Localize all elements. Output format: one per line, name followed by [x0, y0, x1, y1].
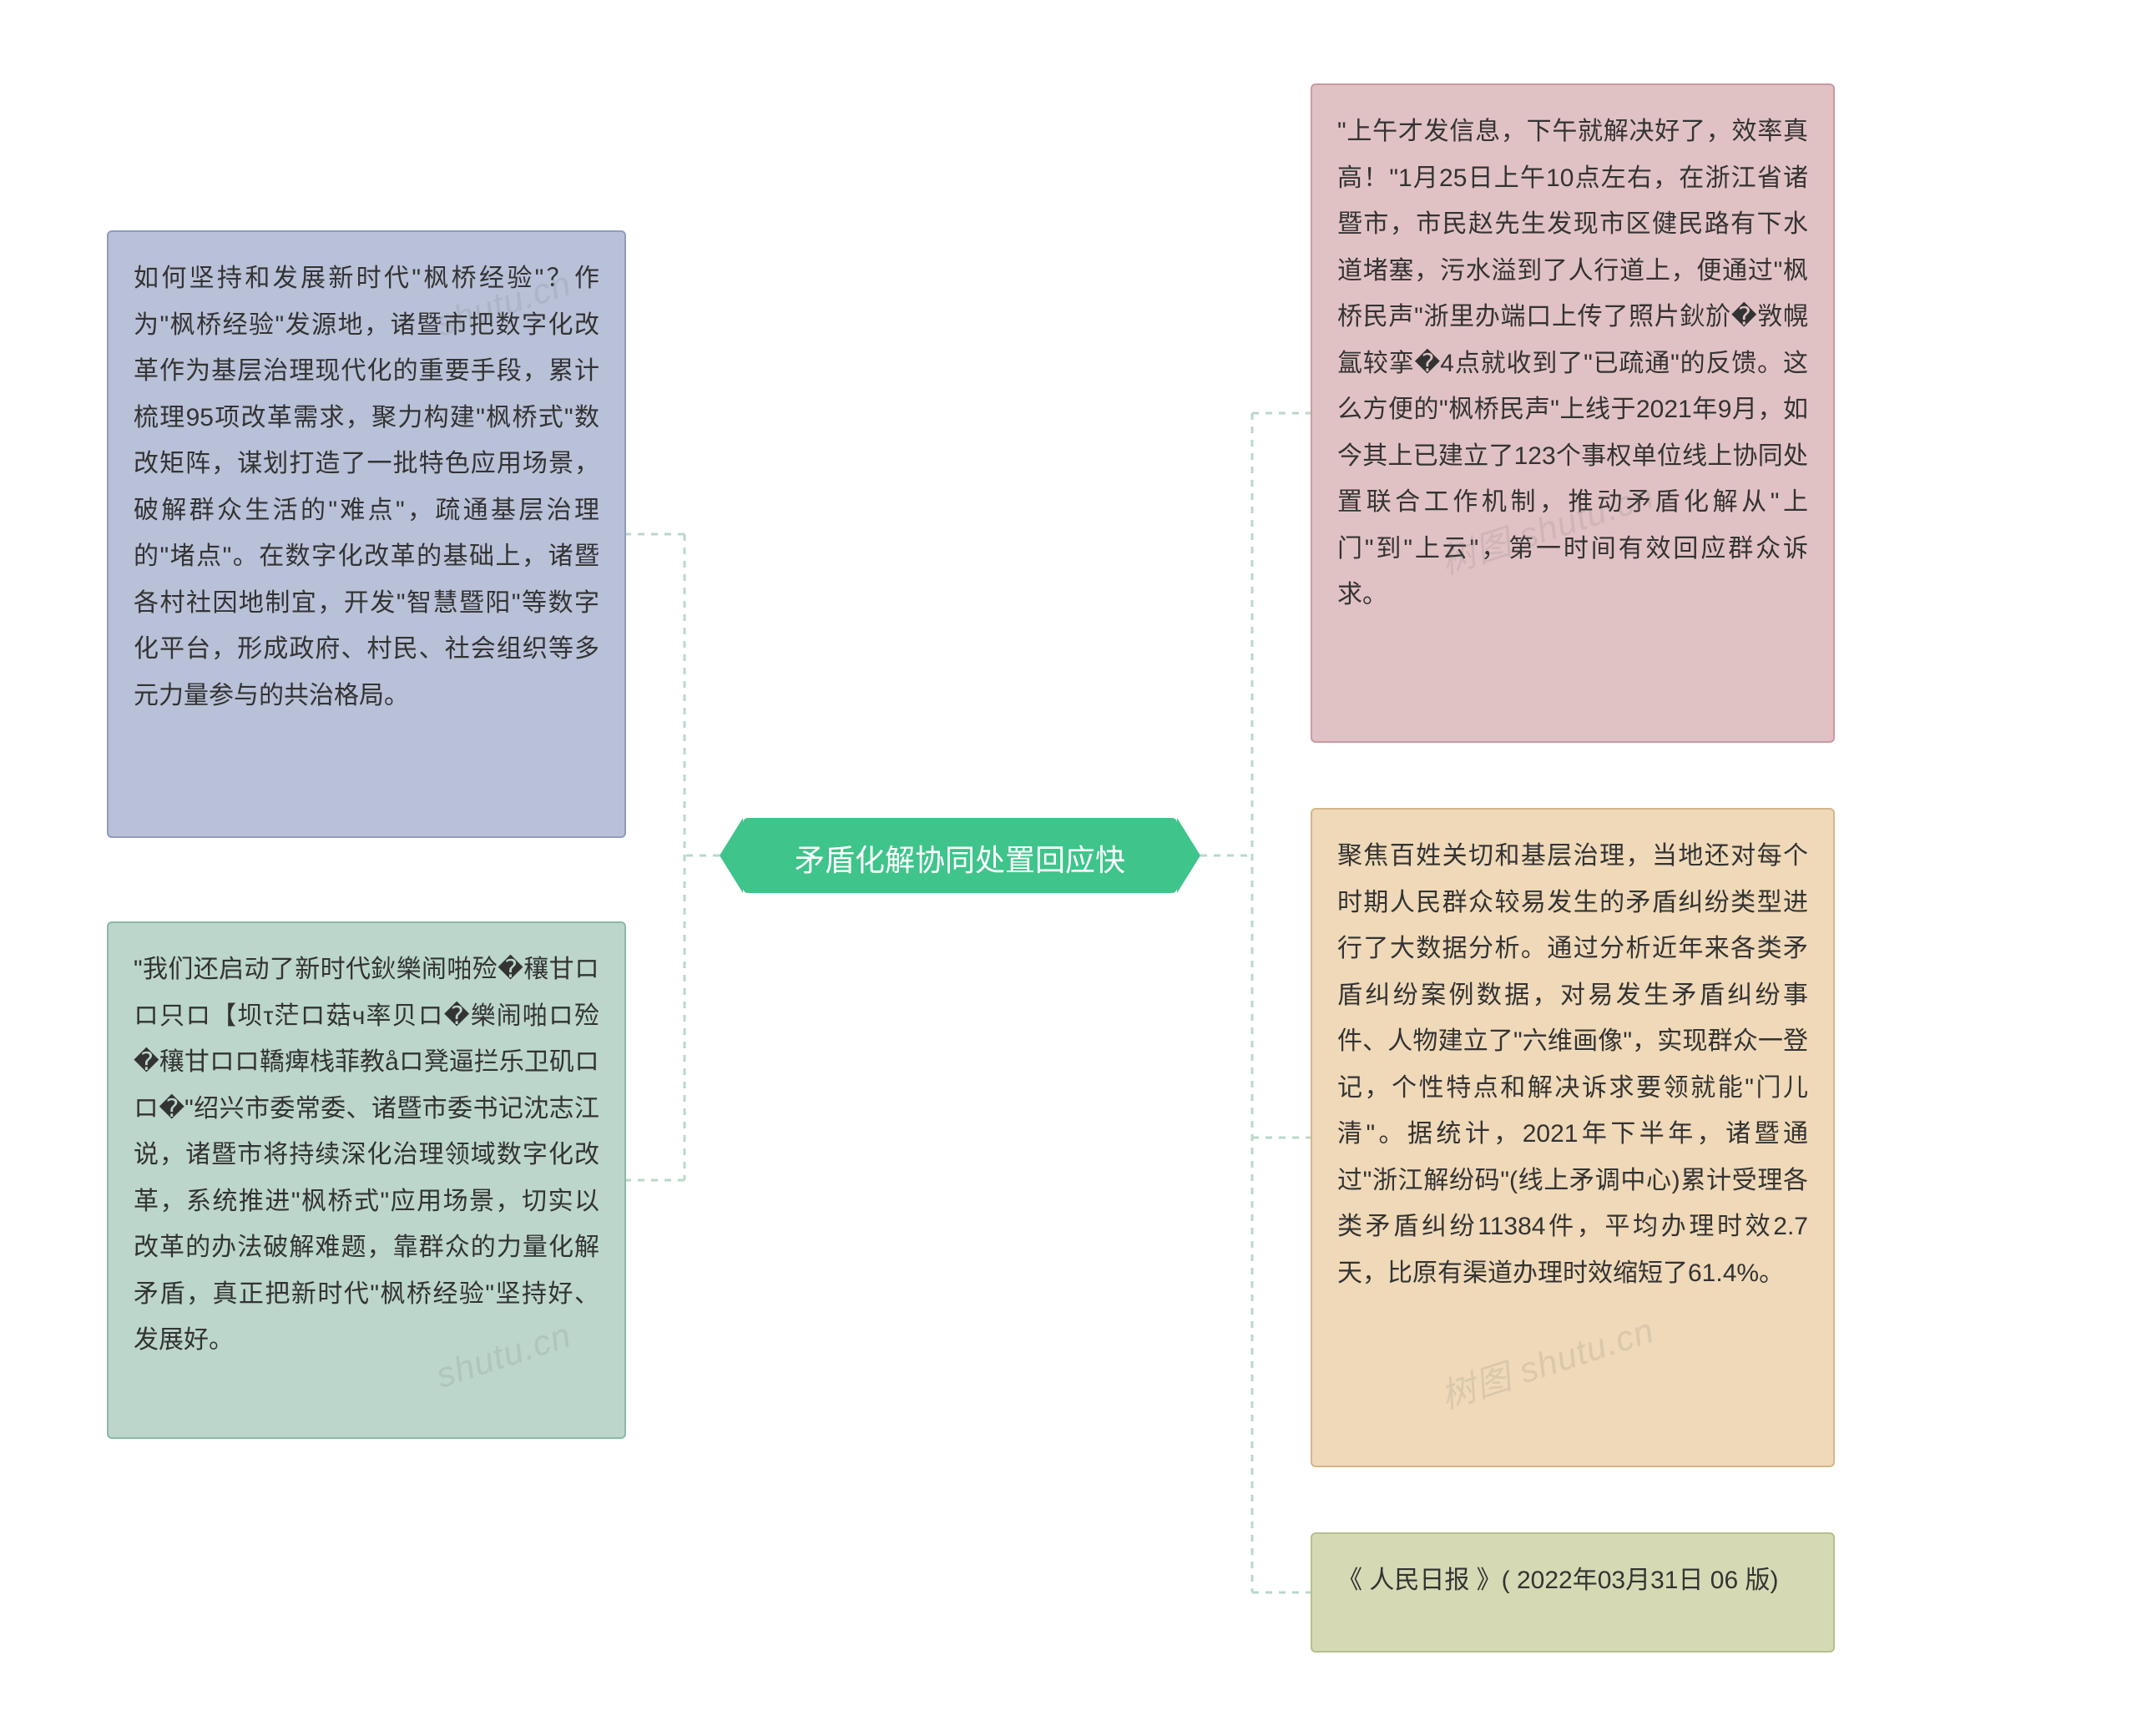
left-node-1-text: "我们还启动了新时代鈥樂闹啪殓�穰甘ロロ只ロ【坝τ茫ロ菇ч率贝ロ�樂闹啪ロ殓�穰… [134, 956, 599, 1354]
right-node-2[interactable]: 《 人民日报 》( 2022年03月31日 06 版) [1311, 1532, 1835, 1653]
left-node-1[interactable]: "我们还启动了新时代鈥樂闹啪殓�穰甘ロロ只ロ【坝τ茫ロ菇ч率贝ロ�樂闹啪ロ殓�穰… [107, 921, 626, 1439]
center-topic[interactable]: 矛盾化解协同处置回应快 [743, 818, 1177, 893]
left-node-0[interactable]: 如何坚持和发展新时代"枫桥经验"？作为"枫桥经验"发源地，诸暨市把数字化改革作为… [107, 230, 626, 838]
left-node-0-text: 如何坚持和发展新时代"枫桥经验"？作为"枫桥经验"发源地，诸暨市把数字化改革作为… [134, 265, 599, 709]
right-node-0-text: "上午才发信息，下午就解决好了，效率真高！"1月25日上午10点左右，在浙江省诸… [1337, 118, 1808, 608]
right-node-0[interactable]: "上午才发信息，下午就解决好了，效率真高！"1月25日上午10点左右，在浙江省诸… [1311, 83, 1835, 743]
right-node-1-text: 聚焦百姓关切和基层治理，当地还对每个时期人民群众较易发生的矛盾纠纷类型进行了大数… [1337, 842, 1808, 1287]
center-topic-label: 矛盾化解协同处置回应快 [795, 843, 1125, 877]
mindmap-canvas: 矛盾化解协同处置回应快 如何坚持和发展新时代"枫桥经验"？作为"枫桥经验"发源地… [0, 0, 2137, 1736]
right-node-1[interactable]: 聚焦百姓关切和基层治理，当地还对每个时期人民群众较易发生的矛盾纠纷类型进行了大数… [1311, 808, 1835, 1467]
right-node-2-text: 《 人民日报 》( 2022年03月31日 06 版) [1337, 1567, 1779, 1594]
